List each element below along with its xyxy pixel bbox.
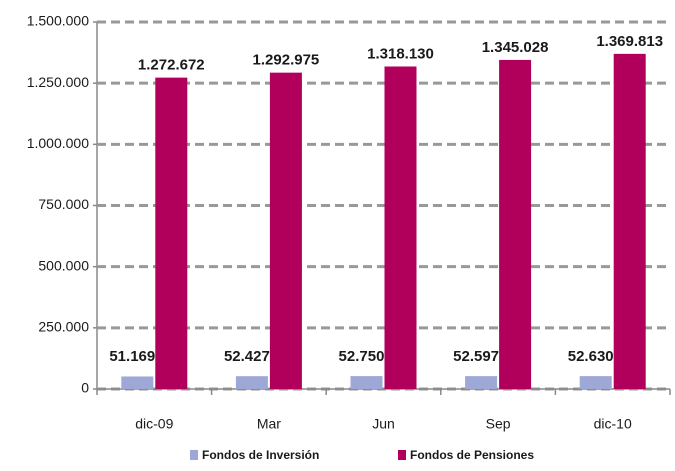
x-tick-label: dic-10: [594, 416, 632, 432]
value-label: 52.750: [339, 348, 385, 365]
bar: [579, 376, 612, 389]
y-tick-label: 500.000: [38, 257, 89, 273]
y-tick-label: 1.000.000: [27, 135, 89, 151]
legend-label: Fondos de Inversión: [202, 448, 319, 462]
value-label: 1.345.028: [482, 39, 549, 56]
legend-swatch: [398, 450, 406, 460]
bar: [499, 59, 532, 390]
value-label: 52.630: [568, 348, 614, 365]
bar: [384, 66, 417, 389]
y-tick-label: 1.250.000: [27, 74, 89, 90]
value-label: 52.427: [224, 348, 270, 365]
bar: [465, 376, 498, 389]
bar: [121, 376, 154, 389]
value-label: 1.292.975: [253, 52, 320, 69]
value-label: 52.597: [453, 348, 499, 365]
legend-label: Fondos de Pensiones: [410, 448, 534, 462]
x-tick-label: Mar: [257, 416, 281, 432]
value-label: 1.369.813: [596, 33, 663, 50]
y-tick-label: 1.500.000: [27, 13, 89, 29]
bar: [269, 72, 302, 390]
y-tick-label: 0: [81, 380, 89, 396]
bar: [350, 376, 383, 389]
y-tick-label: 750.000: [38, 196, 89, 212]
bar: [613, 53, 646, 390]
y-tick-label: 250.000: [38, 319, 89, 335]
bar: [235, 376, 268, 389]
value-label: 1.272.672: [138, 57, 205, 74]
x-tick-label: dic-09: [135, 416, 173, 432]
x-tick-label: Jun: [372, 416, 395, 432]
legend-swatch: [190, 450, 198, 460]
bar: [155, 77, 188, 390]
x-tick-label: Sep: [486, 416, 511, 432]
value-label: 1.318.130: [367, 45, 434, 62]
value-label: 51.169: [109, 348, 155, 365]
